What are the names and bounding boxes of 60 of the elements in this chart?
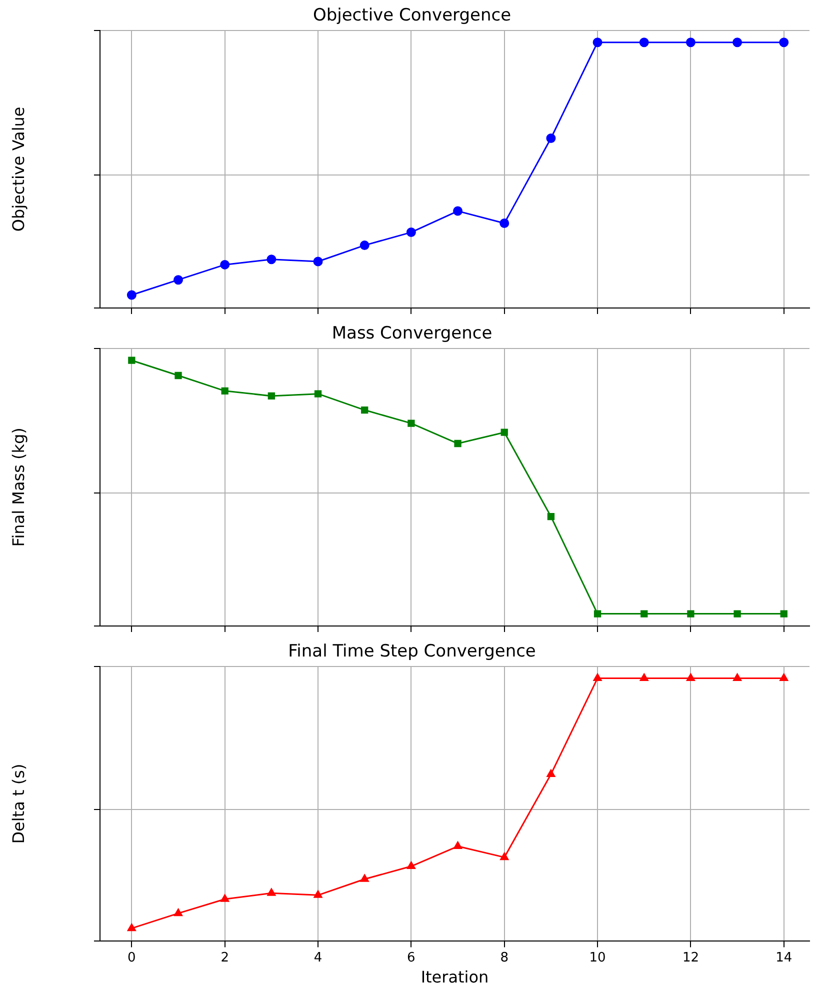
x-tick-label: 8	[500, 950, 509, 966]
point	[734, 610, 741, 618]
x-tick-label: 6	[407, 950, 416, 966]
point	[360, 240, 370, 250]
chart-title: Mass Convergence	[332, 324, 492, 344]
point	[408, 420, 415, 427]
point	[687, 610, 694, 618]
point	[126, 290, 136, 300]
point	[640, 610, 648, 618]
y-axis-title: Objective Value	[8, 106, 28, 232]
point	[174, 372, 182, 380]
point	[268, 392, 276, 400]
x-tick-label: 0	[128, 950, 136, 966]
x-axis-title: Iteration	[420, 968, 489, 987]
x-tick-label: 4	[314, 950, 322, 966]
point	[174, 275, 184, 285]
x-tick-label: 14	[776, 950, 792, 966]
point	[361, 406, 368, 414]
y-axis-title: Delta t (s)	[8, 764, 28, 844]
point	[547, 512, 555, 520]
y-axis-title: Final Mass (kg)	[8, 428, 28, 547]
point	[500, 218, 510, 228]
point	[733, 673, 742, 681]
point	[127, 924, 136, 932]
point	[640, 673, 648, 681]
point	[500, 428, 508, 436]
point	[779, 38, 789, 48]
point	[267, 888, 276, 896]
point	[406, 228, 416, 238]
x-tick-label: 12	[682, 950, 699, 966]
point	[732, 38, 742, 48]
point	[220, 260, 230, 270]
point	[453, 206, 463, 216]
point	[686, 38, 696, 48]
x-tick-label: 2	[220, 950, 229, 966]
point	[314, 390, 322, 398]
point	[454, 440, 462, 448]
point	[220, 894, 230, 902]
point	[593, 673, 602, 681]
point	[592, 38, 602, 48]
chart-title: Objective Convergence	[312, 6, 512, 26]
point	[454, 842, 462, 850]
point	[546, 769, 556, 777]
point	[639, 38, 649, 48]
point	[128, 356, 136, 364]
chart-title: Final Time Step Convergence	[288, 642, 536, 662]
point	[546, 134, 556, 143]
point	[314, 890, 322, 898]
x-tick-label: 10	[589, 950, 606, 966]
point	[406, 862, 416, 870]
point	[500, 852, 509, 860]
point	[360, 874, 369, 882]
point	[780, 673, 788, 681]
point	[221, 387, 228, 394]
point	[594, 610, 602, 618]
point	[174, 908, 182, 916]
point	[686, 673, 695, 681]
point	[313, 256, 323, 266]
point	[266, 254, 276, 264]
point	[780, 610, 788, 618]
